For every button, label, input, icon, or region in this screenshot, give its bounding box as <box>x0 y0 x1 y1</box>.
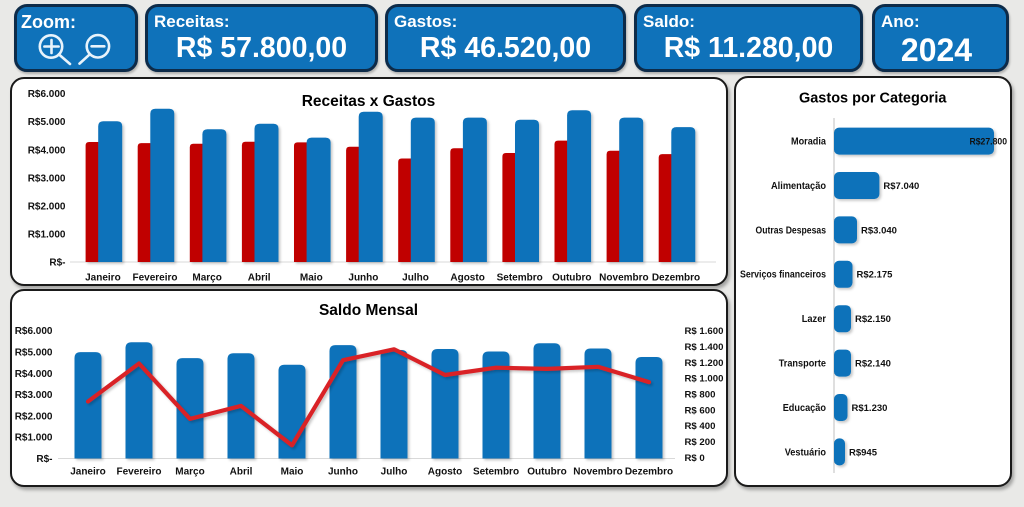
svg-text:R$4.000: R$4.000 <box>14 368 52 379</box>
svg-text:Gastos por Categoria: Gastos por Categoria <box>799 90 947 106</box>
svg-text:R$2.150: R$2.150 <box>855 314 891 325</box>
svg-text:Dezembro: Dezembro <box>651 272 699 283</box>
svg-text:R$5.000: R$5.000 <box>14 347 52 358</box>
svg-text:Receitas x Gastos: Receitas x Gastos <box>301 93 435 110</box>
svg-text:Maio: Maio <box>280 466 303 477</box>
svg-text:Julho: Julho <box>380 466 407 477</box>
svg-text:R$2.175: R$2.175 <box>857 269 894 280</box>
svg-text:R$ 800: R$ 800 <box>684 389 715 400</box>
svg-text:Moradia: Moradia <box>791 136 827 147</box>
svg-text:R$4.000: R$4.000 <box>27 145 65 156</box>
svg-text:R$7.040: R$7.040 <box>883 180 919 191</box>
svg-text:R$1.000: R$1.000 <box>27 229 65 240</box>
svg-text:Outubro: Outubro <box>527 466 566 477</box>
svg-text:R$945: R$945 <box>849 447 878 458</box>
svg-text:R$ 1.400: R$ 1.400 <box>684 342 723 353</box>
svg-text:R$2.000: R$2.000 <box>14 411 52 422</box>
svg-text:Dezembro: Dezembro <box>624 466 672 477</box>
svg-text:R$ 1.000: R$ 1.000 <box>684 373 723 384</box>
svg-text:R$1.000: R$1.000 <box>14 432 52 443</box>
svg-text:R$5.000: R$5.000 <box>27 117 65 128</box>
svg-text:Fevereiro: Fevereiro <box>132 272 177 283</box>
svg-text:Junho: Junho <box>348 272 378 283</box>
svg-text:R$27.800: R$27.800 <box>970 136 1008 147</box>
svg-text:Maio: Maio <box>299 272 322 283</box>
svg-text:Vestuário: Vestuário <box>785 447 826 458</box>
svg-text:R$1.230: R$1.230 <box>852 402 888 413</box>
svg-text:R$3.000: R$3.000 <box>27 173 65 184</box>
svg-text:Julho: Julho <box>402 272 429 283</box>
svg-text:R$3.040: R$3.040 <box>861 225 897 236</box>
svg-text:Outras Despesas: Outras Despesas <box>756 225 827 236</box>
svg-text:Janeiro: Janeiro <box>70 466 106 477</box>
svg-text:R$ 1.200: R$ 1.200 <box>684 357 723 368</box>
svg-text:R$2.140: R$2.140 <box>855 358 891 369</box>
svg-text:Setembro: Setembro <box>496 272 542 283</box>
svg-text:Outubro: Outubro <box>552 272 591 283</box>
svg-text:Educação: Educação <box>783 402 826 413</box>
svg-text:Alimentação: Alimentação <box>771 180 826 191</box>
svg-text:R$ 400: R$ 400 <box>684 421 715 432</box>
svg-text:Agosto: Agosto <box>450 272 484 283</box>
svg-text:Abril: Abril <box>247 272 270 283</box>
svg-text:R$3.000: R$3.000 <box>14 390 52 401</box>
svg-text:R$6.000: R$6.000 <box>14 326 52 337</box>
svg-text:R$6.000: R$6.000 <box>27 89 65 100</box>
svg-text:Junho: Junho <box>328 466 358 477</box>
svg-text:Março: Março <box>175 466 204 477</box>
svg-text:Agosto: Agosto <box>427 466 461 477</box>
svg-text:Novembro: Novembro <box>573 466 622 477</box>
svg-text:Lazer: Lazer <box>802 314 826 325</box>
svg-text:Transporte: Transporte <box>779 358 827 369</box>
svg-text:Fevereiro: Fevereiro <box>116 466 161 477</box>
svg-text:Setembro: Setembro <box>472 466 518 477</box>
svg-text:Janeiro: Janeiro <box>85 272 121 283</box>
svg-text:R$2.000: R$2.000 <box>27 201 65 212</box>
svg-text:R$ 1.600: R$ 1.600 <box>684 326 723 337</box>
svg-text:R$ 600: R$ 600 <box>684 405 715 416</box>
svg-text:Serviços financeiros: Serviços financeiros <box>740 269 826 280</box>
svg-text:Abril: Abril <box>229 466 252 477</box>
svg-text:R$-: R$- <box>36 454 52 465</box>
svg-text:R$-: R$- <box>49 257 65 268</box>
svg-text:Novembro: Novembro <box>599 272 648 283</box>
svg-text:R$ 0: R$ 0 <box>684 452 704 463</box>
svg-text:Saldo Mensal: Saldo Mensal <box>318 301 417 318</box>
svg-text:R$ 200: R$ 200 <box>684 437 715 448</box>
svg-text:Março: Março <box>192 272 221 283</box>
